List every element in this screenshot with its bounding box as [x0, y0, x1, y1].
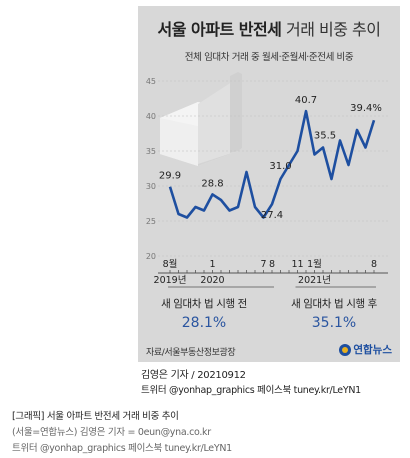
- y-tick-label: 45: [146, 77, 156, 86]
- y-tick-label: 35: [146, 147, 156, 156]
- author-credit: 김영은 기자 / 20210912: [141, 370, 246, 381]
- data-label: 39.4%: [350, 103, 382, 114]
- x-year-label: 2019년: [154, 275, 187, 286]
- yonhap-logo-text: 연합뉴스: [353, 344, 392, 356]
- data-label: 28.8: [201, 178, 223, 189]
- data-label: 40.7: [295, 95, 317, 106]
- x-tick-label: 8: [371, 259, 377, 270]
- data-label: 27.4: [261, 210, 283, 221]
- apartment-building-icon: [160, 72, 242, 166]
- infographic-card: 서울 아파트 반전세 거래 비중 추이 전체 임대차 거래 중 월세·준월세·준…: [138, 6, 400, 362]
- data-label: 35.5: [314, 131, 336, 142]
- x-tick-label: 8: [269, 259, 275, 270]
- x-tick-label: 1: [209, 259, 215, 270]
- x-year-label: 2020: [200, 275, 224, 286]
- x-tick-label: 8월: [163, 258, 178, 270]
- x-tick-label: 11: [291, 259, 303, 270]
- y-tick-label: 40: [146, 112, 156, 121]
- before-law-value: 28.1%: [181, 315, 227, 331]
- y-tick-label: 25: [146, 217, 156, 226]
- data-label: 29.9: [159, 171, 181, 182]
- x-year-label: 2021년: [298, 275, 331, 286]
- social-credit: 트위터 @yonhap_graphics 페이스북 tuney.kr/LeYN1: [141, 385, 361, 396]
- caption-social: 트위터 @yonhap_graphics 페이스북 tuney.kr/LeYN1: [12, 443, 232, 454]
- after-law-label: 새 임대차 법 시행 후: [291, 298, 377, 310]
- chart-title-sub: 거래 비중 추이: [286, 20, 381, 39]
- caption-byline: (서울=연합뉴스) 김영은 기자 = 0eun@yna.co.kr: [12, 427, 211, 438]
- chart-title: 서울 아파트 반전세 거래 비중 추이: [138, 16, 400, 40]
- caption-title: [그래픽] 서울 아파트 반전세 거래 비중 추이: [12, 411, 179, 422]
- data-label: 31.0: [269, 161, 291, 172]
- chart-subtitle: 전체 임대차 거래 중 월세·준월세·준전세 비중: [184, 52, 354, 63]
- series-line: [168, 109, 376, 219]
- data-source: 자료/서울부동산정보광장: [146, 348, 236, 358]
- x-tick-label: 1월: [307, 258, 322, 270]
- yonhap-logo: 연합뉴스: [339, 342, 392, 357]
- after-law-value: 35.1%: [311, 315, 357, 331]
- y-tick-label: 20: [146, 252, 156, 261]
- chart-title-main: 서울 아파트 반전세: [157, 20, 282, 39]
- before-law-label: 새 임대차 법 시행 전: [161, 298, 247, 310]
- x-tick-label: 7: [260, 259, 266, 270]
- yonhap-logo-icon: [339, 343, 352, 356]
- y-tick-label: 30: [146, 182, 156, 191]
